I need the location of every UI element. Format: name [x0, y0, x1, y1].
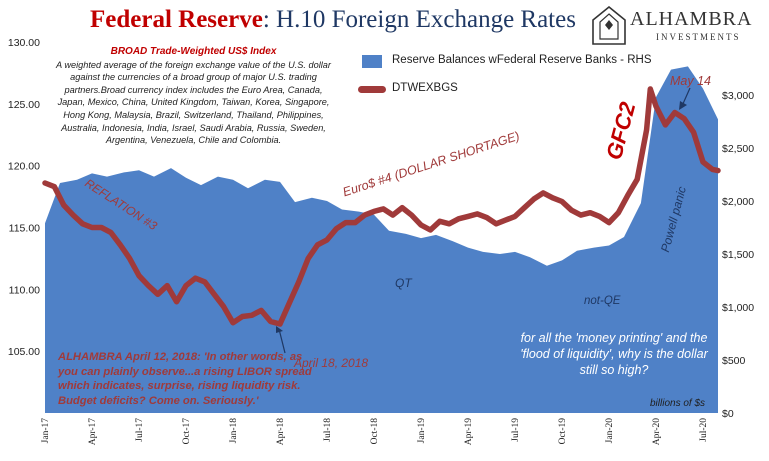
x-tick-label: Oct-17	[182, 418, 192, 445]
x-tick-label: Jan-19	[417, 418, 427, 444]
series-reserves-area	[45, 66, 718, 414]
x-tick-label: Oct-18	[370, 418, 380, 445]
y-left-tick-label: 120.00	[8, 161, 40, 173]
annotation-may14: May 14	[670, 74, 711, 88]
index-heading: BROAD Trade-Weighted US$ Index	[110, 46, 277, 57]
logo-name: ALHAMBRA	[630, 8, 753, 30]
y-right-tick-label: $0	[722, 408, 734, 420]
annotation-april-18: April 18, 2018	[294, 356, 369, 370]
annotation-not-qe: not-QE	[584, 295, 621, 307]
alhambra-logo: ALHAMBRA INVESTMENTS	[590, 6, 765, 48]
x-tick-label: Jul-19	[511, 418, 521, 442]
logo-subtitle: INVESTMENTS	[656, 32, 741, 42]
y-right-tick-label: $3,000	[722, 90, 754, 102]
y-right-tick-label: $1,500	[722, 249, 754, 261]
y-left-tick-label: 105.00	[8, 346, 40, 358]
legend-swatch-dtwexbgs	[358, 86, 386, 93]
series-dtwexbgs-line	[42, 86, 721, 327]
index-description: BROAD Trade-Weighted US$ Index A weighte…	[56, 46, 331, 147]
page-title: Federal Reserve: H.10 Foreign Exchange R…	[90, 6, 576, 33]
arrow-may14-head	[679, 101, 687, 110]
legend-swatch-reserves	[362, 55, 382, 68]
legend-label-dtwexbgs: DTWEXBGS	[392, 82, 458, 94]
index-body: A weighted average of the foreign exchan…	[56, 59, 331, 146]
y-left-tick-label: 125.00	[8, 99, 40, 111]
alhambra-arch-icon	[592, 6, 626, 45]
x-tick-label: Apr-19	[464, 418, 474, 445]
x-tick-label: Jan-20	[605, 418, 615, 444]
x-tick-label: Apr-18	[276, 418, 286, 445]
annotation-alhambra-quote: ALHAMBRA April 12, 2018: 'In other words…	[58, 351, 312, 407]
y-left-tick-label: 110.00	[9, 284, 40, 296]
y-right-tick-label: $500	[722, 355, 746, 367]
x-tick-label: Jan-17	[41, 418, 51, 444]
y-right-tick-label: $2,000	[722, 196, 754, 208]
x-tick-label: Jul-20	[699, 418, 709, 442]
annotation-money-printing: for all the 'money printing' and the 'fl…	[520, 331, 708, 377]
annotation-qt: QT	[395, 276, 412, 290]
x-tick-label: Apr-17	[88, 418, 98, 445]
x-tick-label: Jul-18	[323, 418, 333, 442]
arrow-april-18	[278, 328, 286, 354]
x-tick-label: Jan-18	[229, 418, 239, 444]
y-left-tick-label: 115.00	[9, 223, 40, 235]
y-right-tick-label: $1,000	[722, 302, 754, 314]
y-right-tick-label: $2,500	[722, 143, 754, 155]
legend-label-reserves: Reserve Balances wFederal Reserve Banks …	[392, 54, 652, 66]
annotation-units: billions of $s	[650, 398, 706, 409]
x-tick-label: Oct-19	[558, 418, 568, 445]
y-left-tick-label: 130.00	[8, 37, 40, 49]
x-tick-label: Jul-17	[135, 418, 145, 442]
x-tick-label: Apr-20	[652, 418, 662, 445]
arrow-april-18-head	[276, 326, 283, 333]
